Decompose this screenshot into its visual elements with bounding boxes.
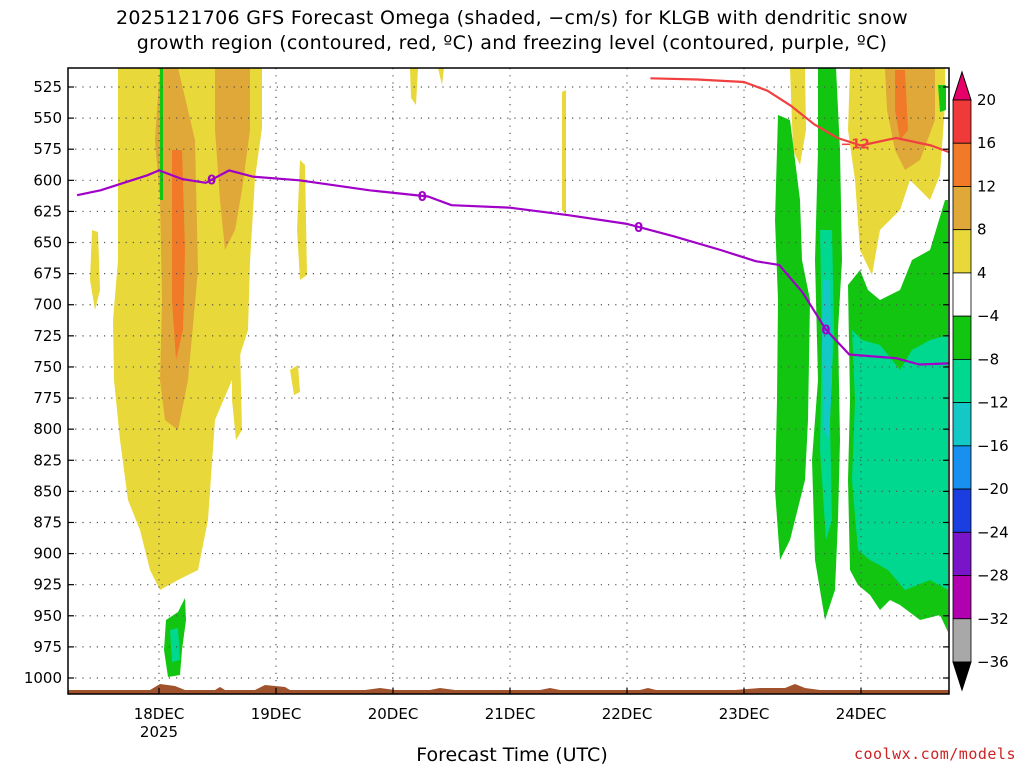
x-tick-label: 19DEC	[251, 705, 302, 723]
colorbar-label: −8	[977, 350, 999, 368]
colorbar-box	[952, 575, 972, 620]
x-tick-label: 21DEC	[485, 705, 536, 723]
y-axis: 525 550 575 600 625 650 675 700 725 750 775 800 825 8…	[24, 78, 949, 687]
x-tick-label: 23DEC	[719, 705, 770, 723]
colorbar-box	[952, 186, 972, 231]
x-axis: 18DEC 19DEC 20DEC 21DEC 22DEC 23DEC 24DEC 2025	[134, 688, 887, 741]
omega-green-area	[160, 68, 163, 200]
freezing-level-contour-label: 0	[418, 190, 427, 205]
freezing-level-contour-label: 0	[207, 174, 216, 189]
dgz-contour	[650, 77, 949, 154]
colorbar: 20 16 12 8 4 −4 −8 −12 −16 −20 −24 −28 −32 −36	[952, 70, 1009, 692]
y-tick-label: 575	[33, 140, 62, 158]
omega-yellow-area	[790, 68, 806, 165]
colorbar-label: −20	[977, 480, 1009, 498]
y-tick-label: 625	[33, 202, 62, 220]
x-tick-label: 24DEC	[836, 705, 887, 723]
contour-lines	[76, 77, 949, 366]
omega-yellow-area	[438, 68, 444, 85]
colorbar-box	[952, 315, 972, 360]
y-tick-label: 775	[33, 389, 62, 407]
omega-orange-area	[215, 68, 250, 250]
y-tick-label: 700	[33, 296, 62, 314]
x-tick-label: 20DEC	[368, 705, 419, 723]
colorbar-label: −4	[977, 307, 999, 325]
colorbar-label: 16	[977, 134, 996, 152]
y-tick-label: 750	[33, 358, 62, 376]
x-tick-label: 18DEC	[134, 705, 185, 723]
y-tick-label: 825	[33, 451, 62, 469]
colorbar-box	[952, 488, 972, 533]
y-tick-label: 925	[33, 576, 62, 594]
colorbar-box	[952, 99, 972, 144]
y-tick-label: 650	[33, 234, 62, 252]
y-tick-label: 950	[33, 607, 62, 625]
contour-labels: 0 0 0 0 −12	[207, 138, 870, 339]
colorbar-label: −32	[977, 610, 1009, 628]
chart-title-line2: growth region (contoured, red, ºC) and f…	[136, 32, 888, 54]
colorbar-box	[952, 358, 972, 404]
y-tick-label: 600	[33, 171, 62, 189]
y-tick-label: 850	[33, 482, 62, 500]
colorbar-top-arrow	[952, 70, 972, 101]
omega-yellow-area	[297, 160, 307, 280]
plot-frame	[67, 67, 950, 695]
omega-darkorange-area	[172, 150, 185, 360]
colorbar-bottom-arrow	[952, 661, 972, 692]
omega-green-area	[938, 85, 946, 112]
y-tick-label: 875	[33, 513, 62, 531]
y-tick-label: 675	[33, 265, 62, 283]
terrain-strip	[68, 684, 949, 694]
x-tick-label: 22DEC	[602, 705, 653, 723]
colorbar-label: 12	[977, 177, 996, 195]
colorbar-box	[952, 445, 972, 490]
omega-cyan-area	[822, 280, 832, 440]
y-tick-label: 900	[33, 545, 62, 563]
freezing-level-contour	[76, 169, 949, 366]
colorbar-label: −36	[977, 653, 1009, 671]
freezing-level-contour-label: 0	[634, 221, 643, 236]
colorbar-box	[952, 142, 972, 187]
colorbar-label: −16	[977, 437, 1009, 455]
colorbar-label: 8	[977, 221, 987, 239]
colorbar-label: 20	[977, 91, 996, 109]
omega-darkorange-area	[895, 70, 908, 140]
colorbar-label: −28	[977, 567, 1009, 585]
y-tick-label: 1000	[24, 669, 62, 687]
y-tick-label: 975	[33, 638, 62, 656]
omega-yellow-area	[232, 340, 242, 440]
omega-teal-area	[852, 330, 948, 590]
freezing-level-contour-label: 0	[821, 324, 830, 339]
y-tick-label: 725	[33, 327, 62, 345]
omega-teal-area	[170, 628, 180, 662]
y-tick-label: 525	[33, 78, 62, 96]
omega-yellow-area	[90, 230, 100, 310]
chart-title-line1: 2025121706 GFS Forecast Omega (shaded, −…	[115, 7, 908, 29]
omega-green-area	[775, 115, 810, 560]
colorbar-box	[952, 229, 972, 274]
x-tick-year-label: 2025	[140, 723, 178, 741]
dgz-contour-label: −12	[841, 138, 870, 153]
omega-yellow-area	[290, 365, 300, 395]
y-tick-label: 800	[33, 420, 62, 438]
x-axis-label: Forecast Time (UTC)	[416, 744, 608, 766]
colorbar-box	[952, 531, 972, 576]
colorbar-label: −12	[977, 394, 1009, 412]
chart-title: 2025121706 GFS Forecast Omega (shaded, −…	[0, 6, 1024, 56]
colorbar-box	[952, 402, 972, 447]
colorbar-box	[952, 618, 972, 663]
colorbar-label: −24	[977, 523, 1009, 541]
credit-text[interactable]: coolwx.com/models	[853, 745, 1016, 763]
y-tick-label: 550	[33, 109, 62, 127]
omega-shading	[90, 68, 948, 677]
omega-yellow-area	[562, 90, 566, 215]
colorbar-box	[952, 272, 972, 317]
colorbar-label: 4	[977, 264, 987, 282]
